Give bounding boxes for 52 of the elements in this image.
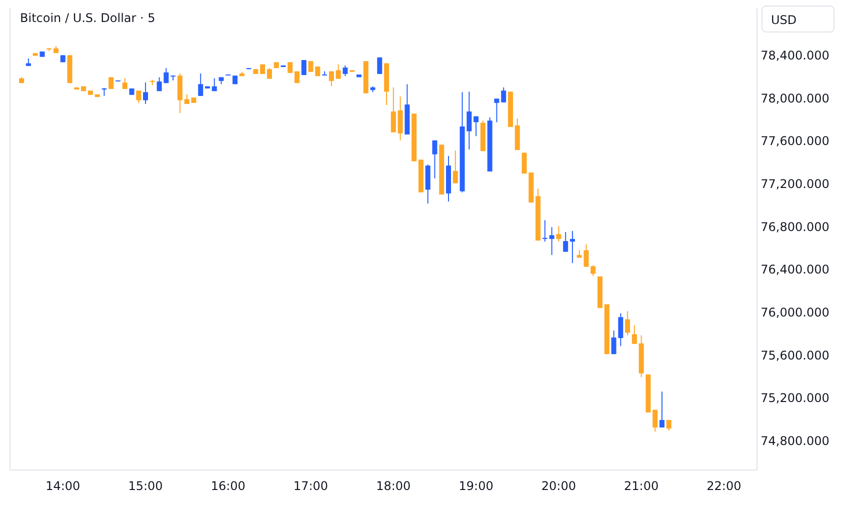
candlestick — [625, 310, 630, 336]
candlestick — [432, 140, 438, 179]
x-tick-label: 19:00 — [458, 479, 494, 493]
y-tick-label: 76,800.000 — [760, 220, 830, 234]
candlestick — [549, 226, 554, 256]
x-tick-label: 17:00 — [293, 479, 328, 493]
x-tick-label: 14:00 — [46, 479, 80, 493]
candlestick — [328, 70, 334, 87]
candlestick — [398, 96, 403, 141]
candlestick — [122, 78, 128, 90]
candlestick — [494, 98, 500, 123]
candlestick — [301, 60, 306, 76]
x-tick-label: 20:00 — [541, 479, 576, 493]
candlestick — [390, 86, 396, 133]
y-axis-title: USD — [771, 13, 797, 27]
y-tick-label: 77,600.000 — [760, 134, 830, 148]
candlestick — [659, 391, 664, 428]
candlestick — [212, 78, 217, 92]
x-tick-label: 16:00 — [210, 479, 246, 493]
candlestick — [288, 62, 293, 74]
chart-title: Bitcoin / U.S. Dollar · 5 — [20, 11, 156, 25]
y-tick-label: 75,600.000 — [760, 348, 830, 362]
x-tick-label: 22:00 — [706, 479, 742, 493]
candlestick — [563, 231, 568, 252]
x-tick-label: 18:00 — [376, 479, 411, 493]
candlestick — [542, 220, 548, 242]
candlestick — [336, 64, 341, 80]
y-tick-label: 76,000.000 — [760, 306, 830, 320]
candlestick — [377, 56, 382, 74]
candlestick — [266, 68, 272, 80]
candlestick — [590, 264, 596, 276]
y-tick-label: 77,200.000 — [760, 176, 830, 191]
y-tick-label: 78,000.000 — [760, 91, 830, 106]
candlestick — [474, 116, 479, 137]
candlestick — [556, 226, 562, 242]
x-tick-label: 15:00 — [128, 479, 163, 493]
candlestick — [652, 409, 658, 432]
candlestick — [570, 230, 575, 264]
candlestick — [501, 86, 506, 103]
candlestick — [108, 76, 114, 90]
candlestick — [198, 72, 204, 96]
candlestick — [632, 324, 637, 344]
x-tick-label: 21:00 — [624, 479, 659, 493]
candlestick — [522, 152, 527, 174]
y-tick-label: 75,200.000 — [760, 391, 830, 406]
candlestick — [452, 150, 458, 184]
candlestick — [342, 64, 348, 77]
y-tick-label: 74,800.000 — [760, 434, 830, 448]
y-tick-label: 78,400.000 — [760, 48, 830, 62]
y-tick-label: 76,400.000 — [760, 262, 830, 277]
candlestick — [143, 82, 148, 104]
candlestick — [136, 90, 142, 104]
